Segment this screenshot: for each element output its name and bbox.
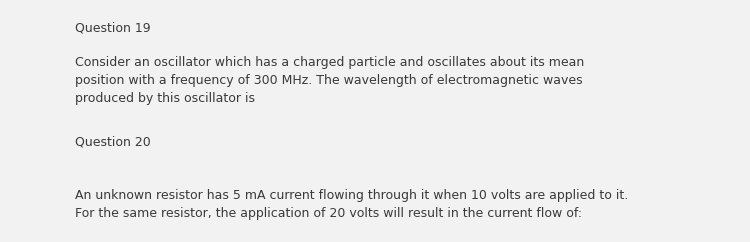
Text: Consider an oscillator which has a charged particle and oscillates about its mea: Consider an oscillator which has a charg… [75,56,584,105]
Text: Question 19: Question 19 [75,22,151,35]
Text: Question 20: Question 20 [75,136,151,149]
Text: An unknown resistor has 5 mA current flowing through it when 10 volts are applie: An unknown resistor has 5 mA current flo… [75,189,628,220]
